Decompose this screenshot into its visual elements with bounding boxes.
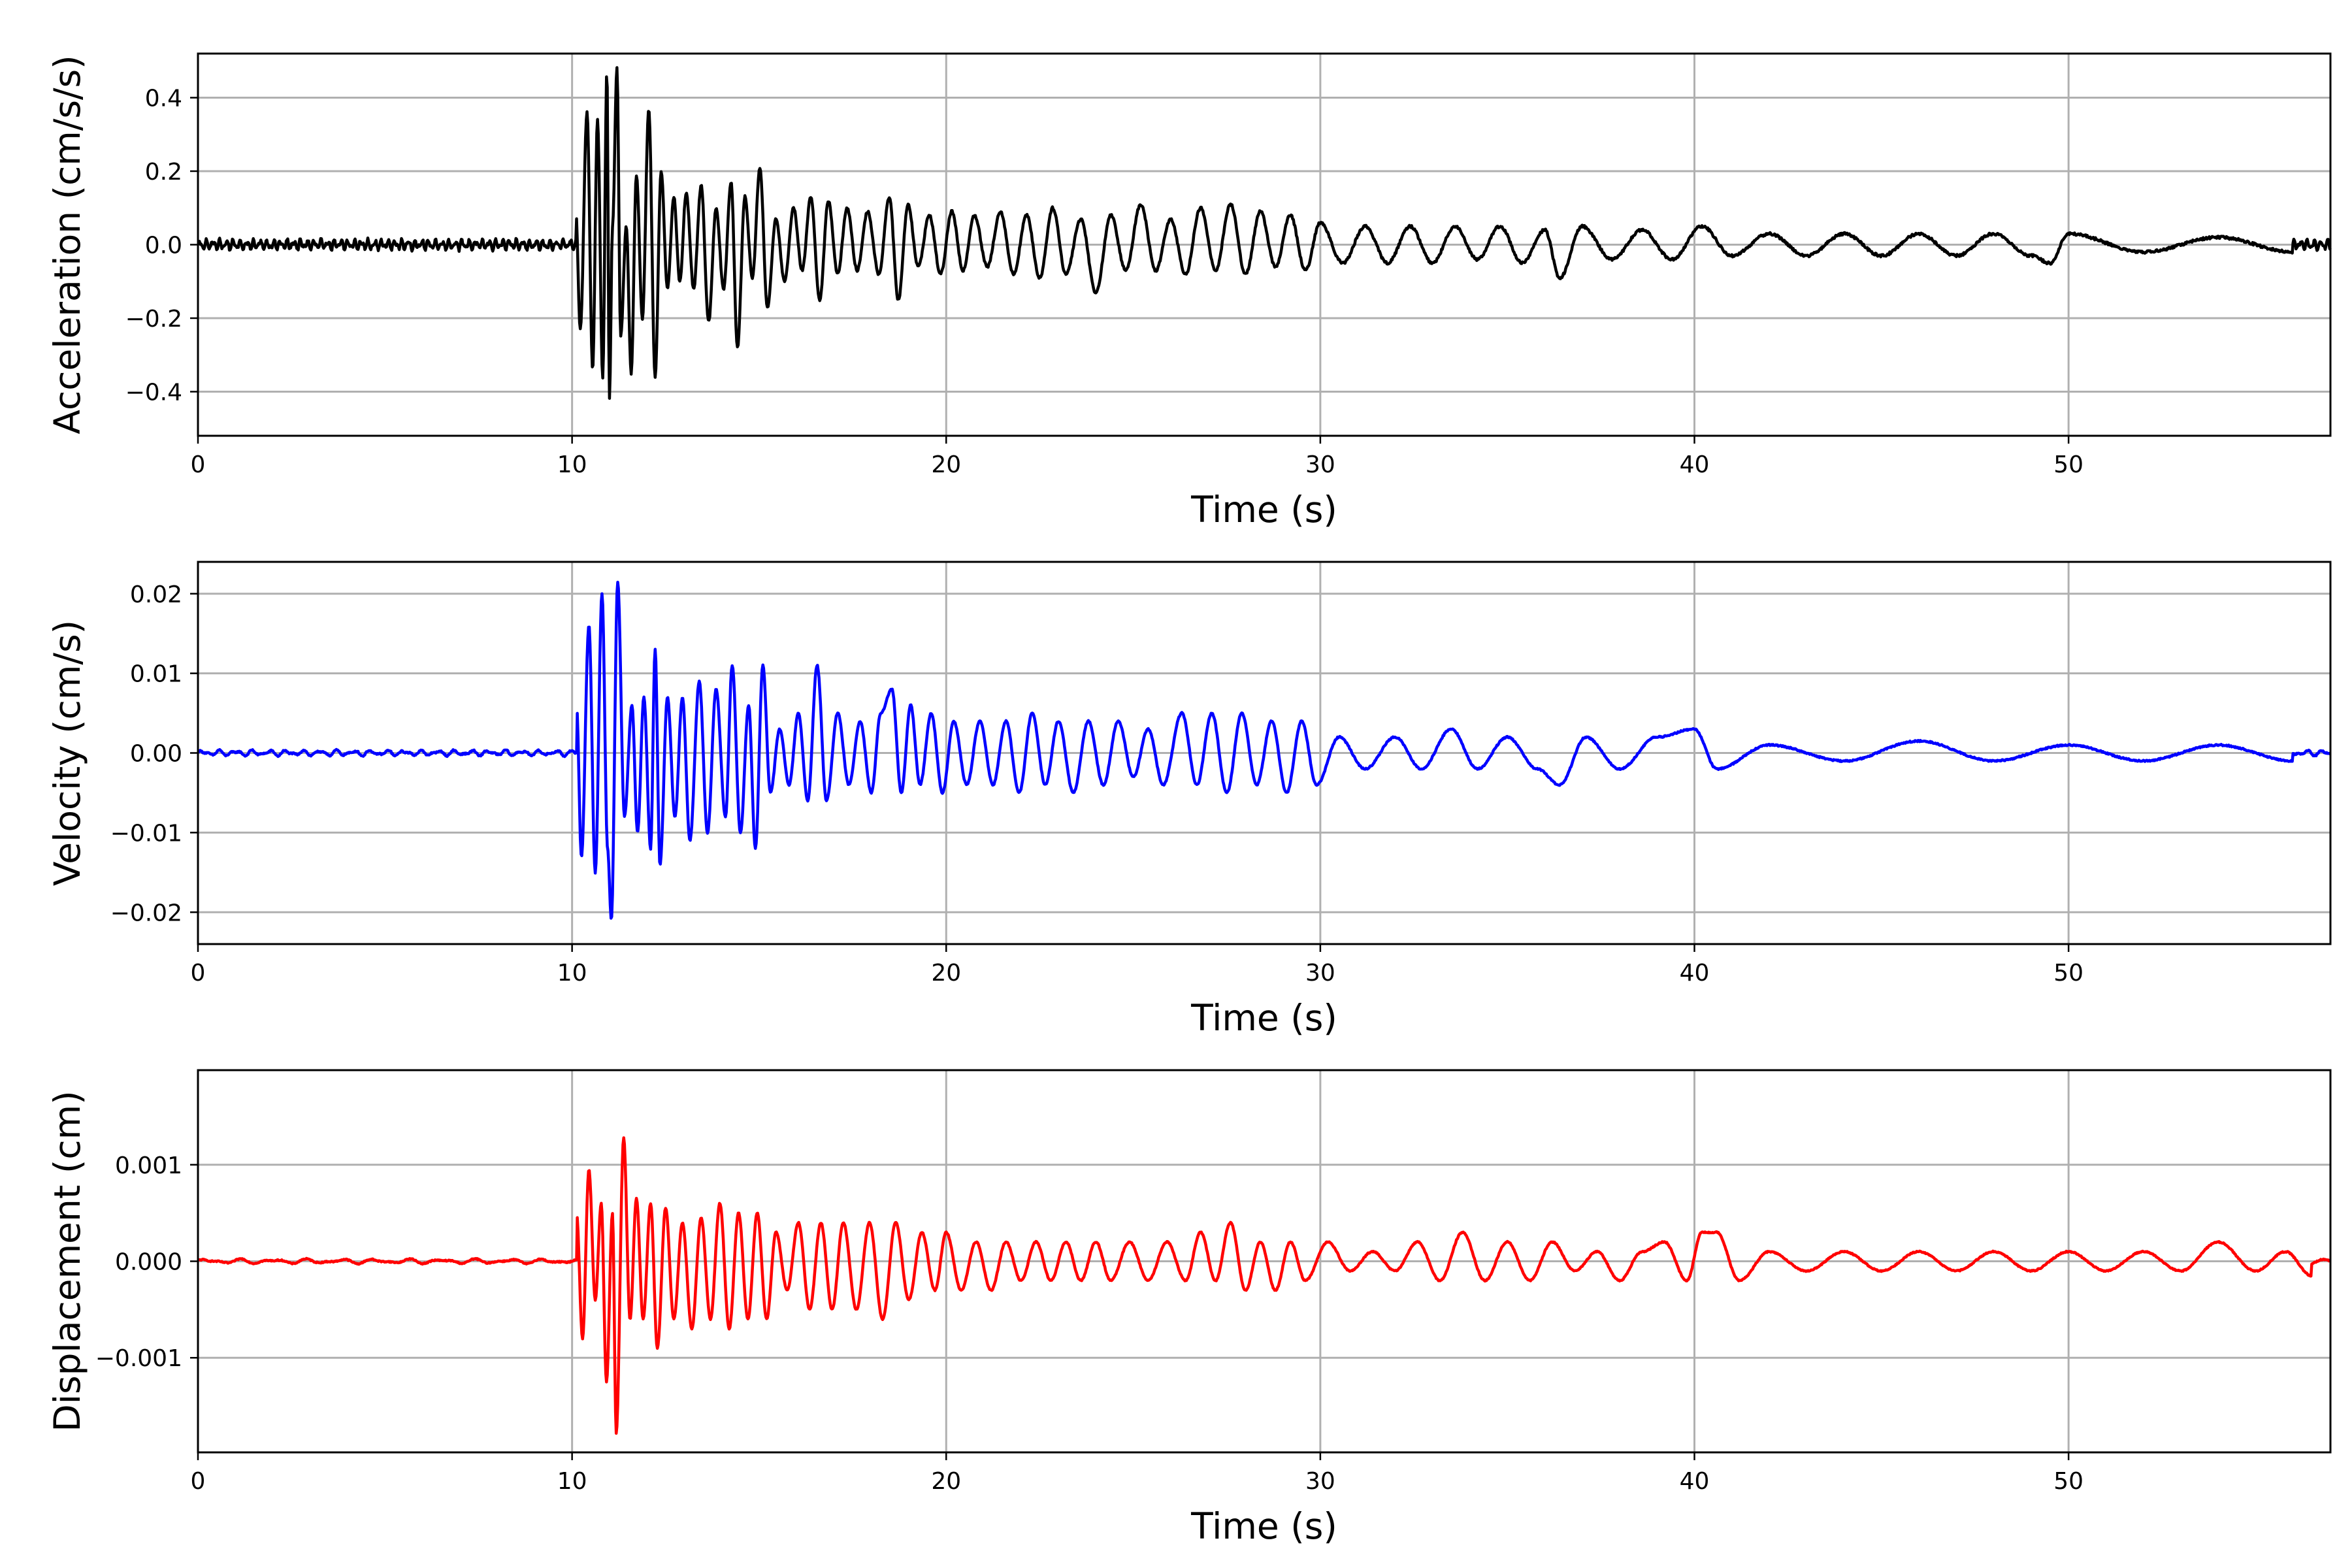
velocity-xtick-label-40: 40 (1680, 960, 1710, 987)
acceleration-ytick-label-3: 0.2 (145, 159, 182, 186)
acceleration-series-line (197, 66, 2332, 400)
acceleration-xtick-label-40: 40 (1680, 451, 1710, 478)
velocity-panel: 0 10 20 30 40 50 −0.02 −0.01 0.00 0.01 0.02 Time (s… (46, 561, 2332, 1039)
velocity-xtick-label-0: 0 (191, 960, 206, 987)
velocity-xtick-label-30: 30 (1305, 960, 1335, 987)
velocity-ylabel: Velocity (cm/s) (46, 620, 88, 886)
displacement-xlabel: Time (s) (1190, 1505, 1337, 1547)
acceleration-ytick-label-0: −0.4 (125, 380, 182, 406)
displacement-ytick-label-0: −0.001 (95, 1345, 182, 1372)
displacement-ylabel: Displacement (cm) (46, 1090, 88, 1431)
displacement-xtick-label-40: 40 (1680, 1468, 1710, 1495)
velocity-xtick-label-10: 10 (557, 960, 587, 987)
displacement-series-line (197, 1136, 2332, 1435)
velocity-ytick-label-1: −0.01 (110, 820, 182, 847)
velocity-ytick-label-3: 0.01 (130, 661, 182, 688)
acceleration-xtick-label-30: 30 (1305, 451, 1335, 478)
displacement-xtick-label-30: 30 (1305, 1468, 1335, 1495)
velocity-xlabel: Time (s) (1190, 997, 1337, 1039)
velocity-series-line (197, 580, 2332, 920)
acceleration-panel: 0 10 20 30 40 50 −0.4 −0.2 0.0 0.2 0.4 Time (s) Acce… (46, 52, 2332, 531)
acceleration-xtick-label-0: 0 (191, 451, 206, 478)
acceleration-ytick-label-4: 0.4 (145, 86, 182, 112)
displacement-xtick-label-20: 20 (931, 1468, 961, 1495)
acceleration-xtick-label-10: 10 (557, 451, 587, 478)
displacement-xtick-label-0: 0 (191, 1468, 206, 1495)
displacement-ytick-label-1: 0.000 (115, 1249, 182, 1276)
acceleration-ylabel: Acceleration (cm/s/s) (46, 55, 88, 434)
displacement-panel: 0 10 20 30 40 50 −0.001 0.000 0.001 Time (s) Displ… (46, 1069, 2332, 1547)
displacement-xtick-label-50: 50 (2053, 1468, 2083, 1495)
acceleration-ytick-label-2: 0.0 (145, 233, 182, 259)
velocity-xtick-label-50: 50 (2053, 960, 2083, 987)
acceleration-ytick-label-1: −0.2 (125, 306, 182, 333)
velocity-ytick-label-4: 0.02 (130, 581, 182, 608)
velocity-ytick-label-2: 0.00 (130, 741, 182, 768)
acceleration-xlabel: Time (s) (1190, 489, 1337, 531)
velocity-ytick-label-0: −0.02 (110, 900, 182, 926)
acceleration-xtick-label-20: 20 (931, 451, 961, 478)
acceleration-xtick-label-50: 50 (2053, 451, 2083, 478)
displacement-xtick-label-10: 10 (557, 1468, 587, 1495)
velocity-xtick-label-20: 20 (931, 960, 961, 987)
displacement-ytick-label-2: 0.001 (115, 1152, 182, 1179)
